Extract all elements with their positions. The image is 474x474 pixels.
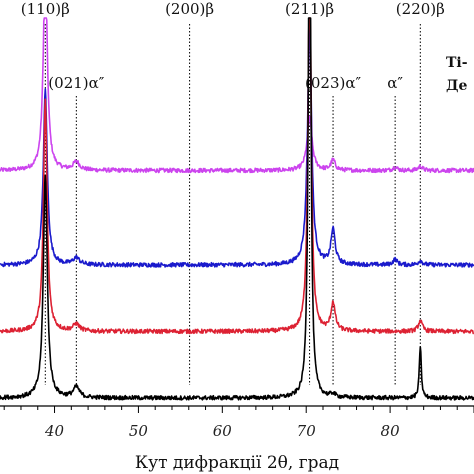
peak-label: α″	[387, 74, 403, 92]
x-tick-label: 50	[129, 422, 149, 440]
peak-labels: (110)β (200)β (211)β (220)β (021)α″ (023)α″ α″	[21, 0, 445, 92]
x-tick-label: 80	[381, 422, 401, 440]
series-line	[0, 17, 474, 174]
peak-label: (220)β	[396, 0, 445, 18]
x-axis-title: Кут дифракції 2θ, град	[135, 453, 339, 473]
series-layer	[0, 17, 474, 401]
peak-label: (023)α″	[305, 74, 361, 92]
series-line	[0, 17, 474, 401]
peak-label: (110)β	[21, 0, 70, 18]
series-line	[0, 17, 474, 268]
x-tick-label: 40	[44, 422, 65, 440]
legend-line-1: Ti-	[446, 55, 468, 71]
peak-label: (211)β	[285, 0, 334, 18]
x-ticks: 40 50 60 70 80	[3, 406, 474, 440]
legend-line-2: Де	[446, 78, 467, 94]
x-tick-label: 70	[297, 422, 317, 440]
peak-guide-lines	[44, 24, 421, 385]
peak-label: (200)β	[165, 0, 214, 18]
series-line	[0, 17, 474, 335]
x-tick-label: 60	[213, 422, 233, 440]
legend: Ti- Де	[446, 55, 468, 94]
peak-label: (021)α″	[48, 74, 104, 92]
